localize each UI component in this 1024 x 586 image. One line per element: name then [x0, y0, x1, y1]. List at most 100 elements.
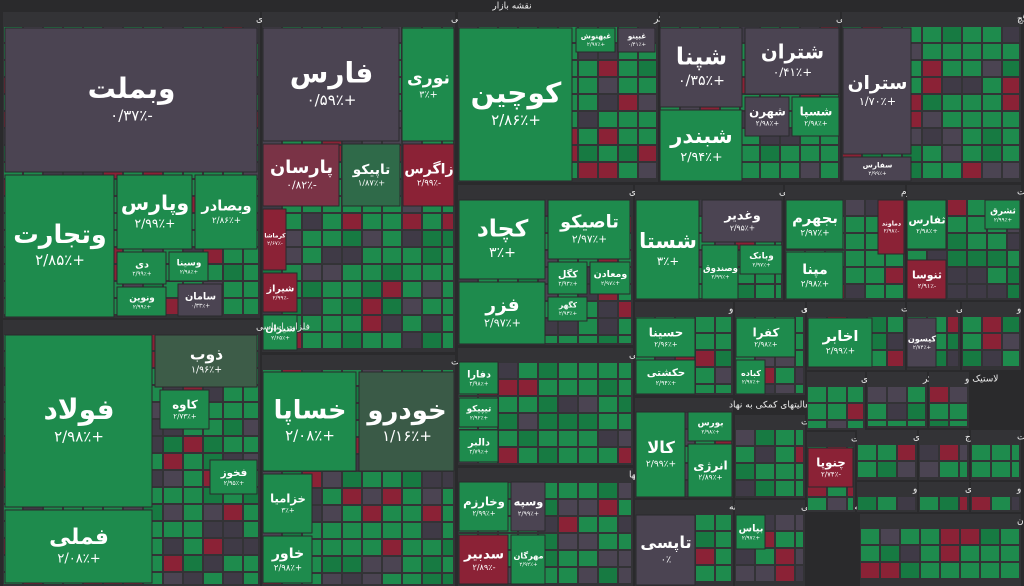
- tile[interactable]: [458, 397, 499, 428]
- tile[interactable]: [458, 534, 509, 585]
- tile-name: ثشرق: [990, 207, 1016, 217]
- tile[interactable]: [906, 259, 947, 300]
- small-tile: [963, 61, 981, 76]
- small-tile: [164, 522, 182, 537]
- tile[interactable]: [842, 27, 912, 155]
- tile[interactable]: [701, 244, 739, 300]
- tile[interactable]: [807, 447, 854, 488]
- small-tile: [983, 95, 1001, 110]
- tile[interactable]: [262, 535, 313, 584]
- small-tile: [363, 214, 381, 229]
- tile[interactable]: [116, 251, 167, 285]
- tile[interactable]: [807, 317, 873, 368]
- small-tile: [639, 61, 656, 76]
- tile-name: شیراز: [266, 284, 295, 295]
- tile[interactable]: [154, 334, 258, 388]
- tile[interactable]: [687, 411, 733, 442]
- tile[interactable]: [4, 334, 153, 508]
- tile[interactable]: [547, 199, 631, 260]
- tile[interactable]: [659, 27, 743, 108]
- tile[interactable]: [785, 251, 844, 300]
- tile[interactable]: [358, 371, 455, 472]
- tile-change: +۱/۷۰٪: [859, 95, 896, 108]
- small-tile: [204, 522, 222, 537]
- small-tile: [961, 529, 979, 544]
- tile[interactable]: [791, 96, 840, 137]
- tile[interactable]: [510, 534, 546, 585]
- small-tile: [756, 285, 774, 298]
- small-tile: [796, 317, 803, 332]
- tile[interactable]: [659, 109, 743, 182]
- tile[interactable]: [589, 261, 631, 295]
- tile[interactable]: [4, 27, 258, 173]
- tile[interactable]: [635, 514, 696, 586]
- tile[interactable]: [458, 361, 499, 395]
- tile[interactable]: [262, 473, 313, 534]
- tile[interactable]: [906, 317, 937, 368]
- tile[interactable]: [735, 514, 766, 550]
- tile[interactable]: [458, 27, 573, 182]
- tile[interactable]: [701, 199, 783, 243]
- tile[interactable]: [735, 359, 766, 395]
- tile[interactable]: [262, 143, 340, 207]
- tile[interactable]: [458, 199, 546, 280]
- tile[interactable]: [547, 296, 588, 322]
- tile[interactable]: [458, 429, 499, 463]
- tile[interactable]: [635, 359, 696, 395]
- small-tile: [303, 282, 321, 297]
- tile-change: -۲/۶۷٪: [267, 241, 283, 247]
- tile[interactable]: [635, 411, 686, 498]
- tile-name: دماوند: [882, 221, 901, 228]
- tile[interactable]: [984, 199, 1021, 230]
- tile[interactable]: [262, 27, 400, 142]
- small-tile: [983, 112, 1001, 127]
- small-tile: [423, 540, 441, 555]
- tile[interactable]: [458, 481, 509, 532]
- tile[interactable]: [842, 156, 912, 182]
- tile[interactable]: [194, 174, 258, 250]
- tile[interactable]: [262, 371, 357, 472]
- tile[interactable]: [116, 174, 193, 250]
- tile[interactable]: [4, 174, 115, 318]
- tile[interactable]: [402, 143, 455, 207]
- tile[interactable]: [635, 317, 696, 358]
- tile[interactable]: [510, 481, 546, 532]
- tile[interactable]: [735, 317, 796, 358]
- tile[interactable]: [877, 199, 905, 255]
- small-tile: [948, 251, 966, 266]
- small-tile: [559, 319, 577, 334]
- tile[interactable]: [159, 389, 210, 430]
- small-tile: [808, 404, 826, 419]
- tile[interactable]: [262, 314, 298, 351]
- small-tile: [923, 27, 941, 42]
- small-tile: [619, 448, 631, 463]
- tile[interactable]: [617, 27, 656, 53]
- tile[interactable]: [635, 199, 700, 300]
- tile[interactable]: [4, 509, 153, 584]
- tile-name: ثفارس: [909, 213, 946, 226]
- tile-change: -۰/۳۷٪: [110, 106, 153, 124]
- tile[interactable]: [262, 272, 298, 313]
- tile[interactable]: [739, 244, 783, 275]
- small-tile: [888, 334, 903, 349]
- tile[interactable]: [744, 27, 840, 95]
- tile[interactable]: [209, 459, 258, 495]
- tile[interactable]: [116, 286, 167, 317]
- tile[interactable]: [177, 283, 223, 317]
- small-tile: [921, 563, 939, 578]
- tile[interactable]: [744, 96, 790, 137]
- small-tile: [923, 78, 941, 93]
- tile[interactable]: [262, 208, 287, 271]
- small-tile: [443, 506, 453, 521]
- tile[interactable]: [547, 261, 588, 295]
- tile[interactable]: [575, 27, 616, 53]
- tile[interactable]: [401, 27, 455, 142]
- small-tile: [972, 462, 990, 477]
- tile[interactable]: [906, 199, 947, 250]
- tile[interactable]: [785, 199, 844, 250]
- tile[interactable]: [687, 443, 733, 498]
- tile[interactable]: [168, 251, 209, 282]
- small-tile: [519, 397, 537, 412]
- tile[interactable]: [341, 143, 401, 207]
- tile[interactable]: [458, 281, 546, 345]
